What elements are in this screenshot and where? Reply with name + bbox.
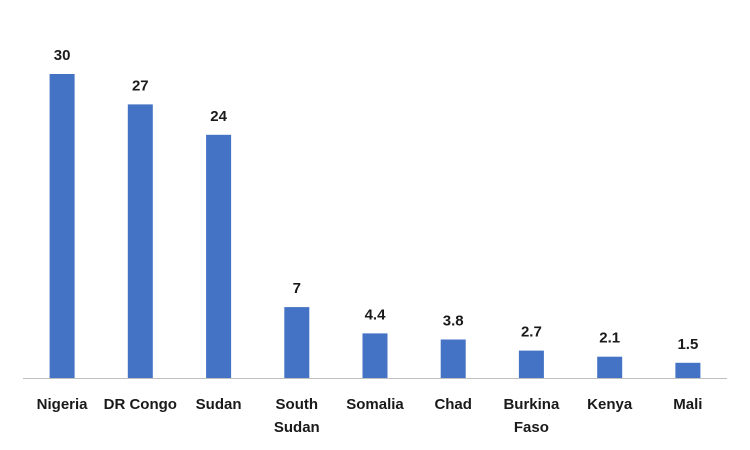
bar-mali xyxy=(675,362,701,378)
bar-somalia xyxy=(362,333,388,378)
value-label: 27 xyxy=(132,77,149,94)
category-label-line: Nigeria xyxy=(37,396,89,413)
value-label: 3.8 xyxy=(443,313,464,330)
category-labels-group: Nigeria DR Congo Sudan South Sudan Somalia Cha… xyxy=(37,396,703,436)
category-label-line: Sudan xyxy=(196,396,242,413)
category-label-line: South xyxy=(276,396,319,413)
value-label: 1.5 xyxy=(677,336,698,353)
category-label: Burkina Faso xyxy=(503,396,560,436)
category-label: South Sudan xyxy=(274,396,320,436)
category-label-line: Burkina xyxy=(503,396,560,413)
bar-burkina-faso xyxy=(518,350,544,378)
bar-chad xyxy=(440,339,466,378)
category-label: Chad xyxy=(434,396,472,413)
value-label: 2.1 xyxy=(599,330,620,347)
value-labels-group: 30 27 24 7 4.4 3.8 2.7 2.1 1.5 xyxy=(54,47,699,353)
category-label-line: Kenya xyxy=(587,396,633,413)
value-label: 2.7 xyxy=(521,324,542,341)
category-label-line: Sudan xyxy=(274,419,320,436)
bars-group xyxy=(49,74,701,379)
category-label: Nigeria xyxy=(37,396,89,413)
category-label-line: Chad xyxy=(434,396,472,413)
category-label-line: Mali xyxy=(673,396,702,413)
value-label: 7 xyxy=(293,280,301,297)
category-label: Mali xyxy=(673,396,702,413)
bar-south-sudan xyxy=(284,307,310,378)
value-label: 30 xyxy=(54,47,71,64)
value-label: 24 xyxy=(210,108,227,125)
category-label-line: DR Congo xyxy=(104,396,177,413)
bar-kenya xyxy=(597,356,623,378)
category-label-line: Faso xyxy=(514,419,549,436)
category-label: DR Congo xyxy=(104,396,177,413)
category-label-line: Somalia xyxy=(346,396,404,413)
category-label: Sudan xyxy=(196,396,242,413)
category-label: Kenya xyxy=(587,396,633,413)
bar-nigeria xyxy=(49,74,75,378)
category-label: Somalia xyxy=(346,396,404,413)
value-label: 4.4 xyxy=(365,306,387,323)
bar-sudan xyxy=(206,134,232,378)
bar-dr-congo xyxy=(127,104,153,379)
